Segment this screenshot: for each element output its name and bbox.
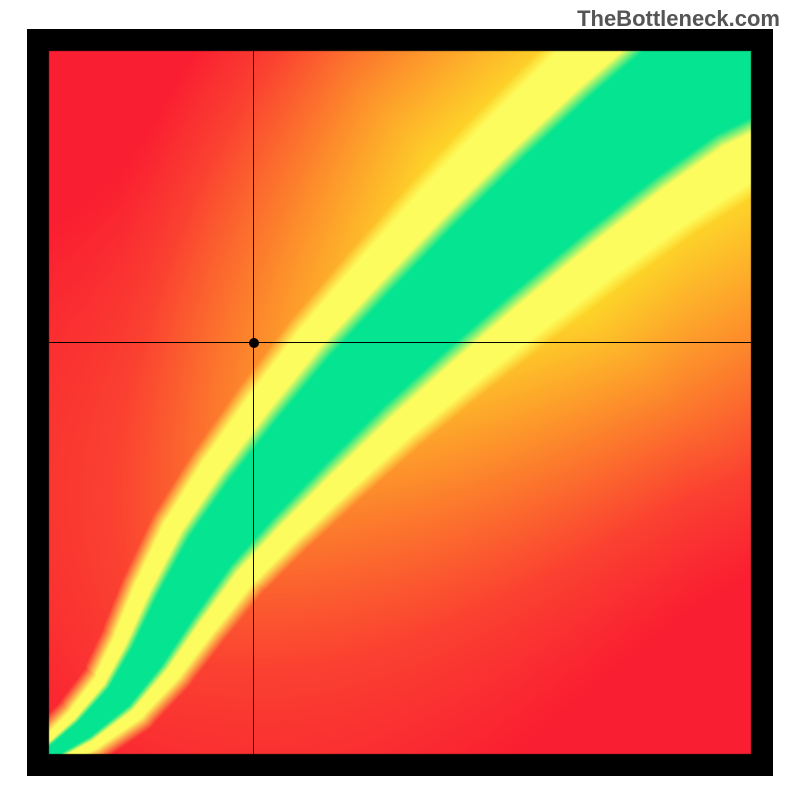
heatmap-canvas (27, 29, 773, 776)
marker-dot (249, 338, 259, 348)
crosshair-horizontal (49, 342, 751, 343)
chart-container: TheBottleneck.com (0, 0, 800, 800)
attribution-text: TheBottleneck.com (577, 6, 780, 32)
crosshair-vertical (253, 51, 254, 754)
